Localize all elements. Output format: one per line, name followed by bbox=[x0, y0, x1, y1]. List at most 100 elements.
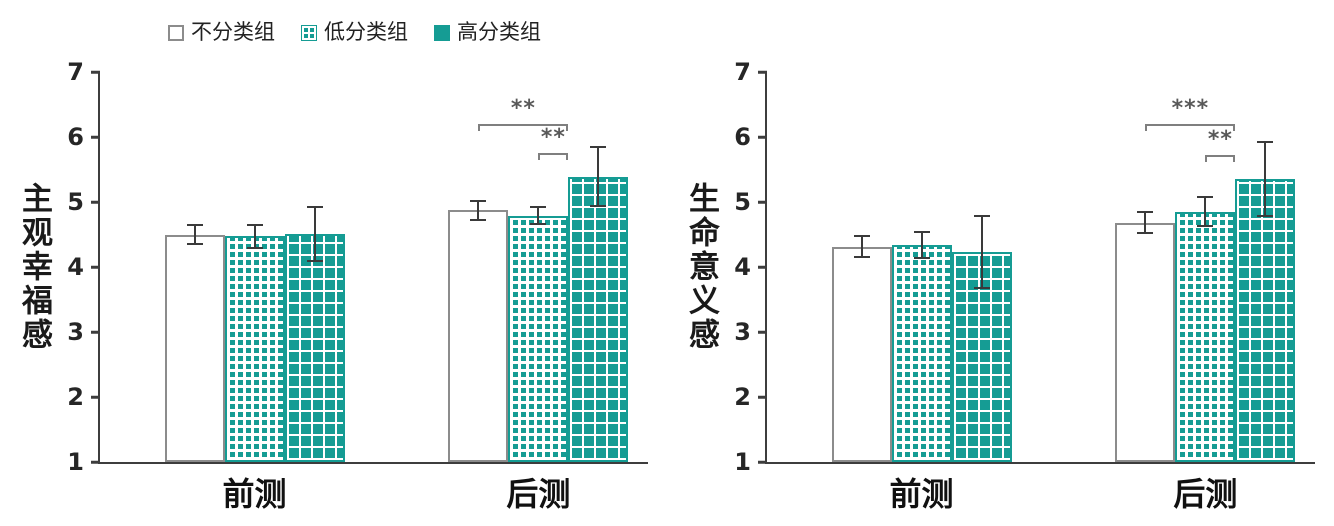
significance-label: *** bbox=[1171, 96, 1210, 121]
error-bar bbox=[1264, 142, 1267, 217]
error-bar bbox=[920, 231, 923, 258]
y-tick-mark bbox=[91, 265, 100, 269]
error-bar-cap bbox=[973, 286, 990, 289]
y-tick-label: 3 bbox=[67, 318, 84, 346]
y-tick-mark bbox=[91, 395, 100, 399]
significance-end-tick bbox=[478, 124, 481, 131]
bar bbox=[1235, 179, 1296, 462]
x-category-label: 前测 bbox=[889, 475, 954, 513]
error-bar-cap bbox=[913, 230, 930, 233]
y-tick-mark bbox=[91, 135, 100, 139]
significance-end-tick bbox=[1233, 124, 1236, 131]
error-bar-cap bbox=[246, 246, 263, 249]
y-tick-label: 7 bbox=[67, 58, 84, 86]
significance-end-tick bbox=[566, 124, 569, 131]
y-tick-label: 6 bbox=[734, 123, 751, 151]
error-bar-cap bbox=[853, 256, 870, 259]
y-tick-mark bbox=[758, 265, 767, 269]
error-bar bbox=[1144, 212, 1147, 234]
bar bbox=[568, 176, 629, 462]
significance-label: ** bbox=[540, 125, 566, 151]
error-bar-cap bbox=[306, 260, 323, 263]
error-bar bbox=[193, 224, 196, 245]
error-bar-cap bbox=[186, 223, 203, 226]
legend-label: 高分类组 bbox=[457, 20, 541, 44]
bar bbox=[448, 210, 509, 462]
error-bar-cap bbox=[590, 204, 607, 207]
y-tick-label: 5 bbox=[734, 188, 751, 216]
plot-area: 1 2 3 4 5 6 7 前测 后测 *** ** bbox=[734, 60, 1315, 510]
error-bar bbox=[860, 236, 863, 258]
y-tick-mark bbox=[758, 70, 767, 74]
chart-subjective-wellbeing: 不分类组 低分类组 高分类组 主观幸福感 1 2 3 4 5 6 7 前测 后测 ** ** bbox=[16, 22, 648, 510]
error-bar-cap bbox=[913, 256, 930, 259]
y-tick-mark bbox=[758, 460, 767, 464]
chart-meaning-in-life: 生命意义感 1 2 3 4 5 6 7 前测 后测 *** ** bbox=[667, 0, 1334, 526]
y-tick-label: 1 bbox=[734, 448, 751, 476]
bar bbox=[891, 244, 952, 462]
legend-label: 低分类组 bbox=[324, 20, 408, 44]
significance-line bbox=[1205, 155, 1236, 158]
y-tick-mark bbox=[758, 330, 767, 334]
x-category-label: 后测 bbox=[1173, 475, 1238, 513]
error-bar-cap bbox=[530, 223, 547, 226]
legend-swatch-small-checker bbox=[301, 24, 317, 41]
error-bar-cap bbox=[1137, 232, 1154, 235]
error-bar-cap bbox=[853, 235, 870, 238]
x-category-label: 前测 bbox=[222, 475, 287, 513]
y-tick-mark bbox=[758, 200, 767, 204]
legend-swatch-large-checker bbox=[434, 24, 450, 41]
legend-label: 不分类组 bbox=[191, 20, 275, 44]
y-tick-label: 1 bbox=[67, 448, 84, 476]
y-tick-mark bbox=[91, 330, 100, 334]
error-bar-cap bbox=[246, 224, 263, 227]
error-bar bbox=[597, 147, 600, 206]
y-tick-label: 4 bbox=[67, 253, 84, 281]
y-tick-mark bbox=[758, 135, 767, 139]
error-bar bbox=[477, 200, 480, 221]
error-bar bbox=[980, 216, 983, 288]
plot-area: 1 2 3 4 5 6 7 前测 后测 ** ** bbox=[67, 60, 648, 510]
bar bbox=[164, 234, 225, 462]
error-bar-cap bbox=[1137, 211, 1154, 214]
bar bbox=[224, 236, 285, 462]
error-bar-cap bbox=[470, 199, 487, 202]
bar bbox=[284, 233, 345, 462]
bar bbox=[1175, 211, 1236, 462]
y-tick-label: 6 bbox=[67, 123, 84, 151]
significance-label: ** bbox=[510, 96, 536, 121]
bar bbox=[508, 215, 569, 462]
error-bar-cap bbox=[1257, 215, 1274, 218]
error-bar bbox=[313, 206, 316, 262]
error-bar-cap bbox=[306, 205, 323, 208]
error-bar-cap bbox=[530, 206, 547, 209]
error-bar-cap bbox=[590, 146, 607, 149]
y-tick-label: 3 bbox=[734, 318, 751, 346]
bar bbox=[1115, 222, 1176, 462]
y-tick-mark bbox=[758, 395, 767, 399]
x-category-label: 后测 bbox=[506, 475, 571, 513]
significance-end-tick bbox=[566, 153, 569, 161]
y-tick-mark bbox=[91, 460, 100, 464]
legend-item: 高分类组 bbox=[434, 22, 541, 43]
error-bar-cap bbox=[1197, 225, 1214, 228]
legend-item: 低分类组 bbox=[301, 22, 408, 43]
y-tick-label: 7 bbox=[734, 58, 751, 86]
y-tick-mark bbox=[91, 200, 100, 204]
significance-label: ** bbox=[1207, 127, 1233, 153]
error-bar-cap bbox=[470, 219, 487, 222]
y-tick-mark bbox=[91, 70, 100, 74]
legend: 不分类组 低分类组 高分类组 bbox=[168, 22, 541, 43]
legend-item: 不分类组 bbox=[168, 22, 275, 43]
significance-line bbox=[1145, 124, 1236, 126]
y-axis-title: 生命意义感 bbox=[683, 182, 719, 352]
error-bar bbox=[1204, 197, 1207, 227]
error-bar bbox=[537, 207, 540, 225]
significance-end-tick bbox=[1145, 124, 1148, 131]
error-bar-cap bbox=[186, 243, 203, 246]
significance-line bbox=[538, 153, 569, 156]
error-bar-cap bbox=[1257, 141, 1274, 144]
y-axis-title: 主观幸福感 bbox=[16, 182, 52, 352]
significance-end-tick bbox=[1233, 155, 1236, 163]
